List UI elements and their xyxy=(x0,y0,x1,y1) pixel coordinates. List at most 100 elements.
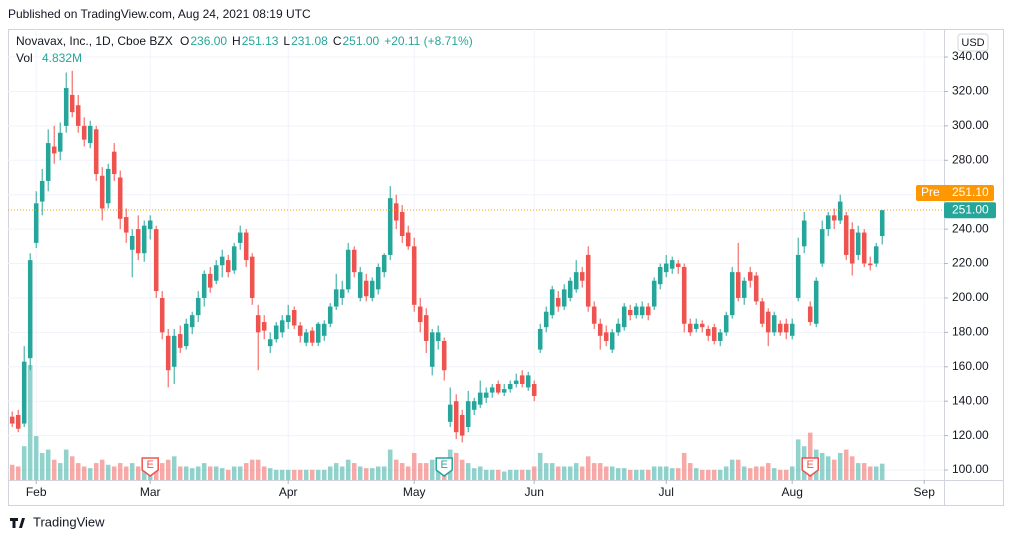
candle-body xyxy=(21,361,27,424)
volume-bar xyxy=(405,466,411,480)
volume-bar xyxy=(375,466,381,480)
candle-body xyxy=(291,309,297,326)
last-price-label: 251.00 xyxy=(952,202,989,216)
symbol-title: Novavax, Inc., 1D, Cboe BZX xyxy=(16,34,173,48)
candle-body xyxy=(477,392,483,405)
candle-body xyxy=(753,275,759,302)
candle-body xyxy=(423,315,429,341)
candle-body xyxy=(537,328,543,350)
candle-body xyxy=(15,414,21,429)
volume-bar xyxy=(225,469,231,480)
candle-body xyxy=(405,232,411,247)
x-tick-label: Jul xyxy=(659,485,674,499)
volume-bar xyxy=(15,466,21,480)
candle-body xyxy=(327,306,333,324)
candle-body xyxy=(447,404,453,422)
volume-bar xyxy=(537,452,543,480)
x-tick-label: Mar xyxy=(140,485,161,499)
candle-body xyxy=(801,220,807,247)
candle-body xyxy=(321,323,327,336)
candle-body xyxy=(489,387,495,393)
candle-body xyxy=(609,332,615,350)
candle-body xyxy=(507,383,513,390)
volume-bar xyxy=(681,452,687,480)
volume-bar xyxy=(423,463,429,480)
candle-body xyxy=(315,323,321,343)
volume-bar xyxy=(489,469,495,480)
volume-bar xyxy=(843,449,849,480)
volume-bar xyxy=(747,468,753,480)
candle-body xyxy=(171,335,177,367)
candle-body xyxy=(471,401,477,410)
candle-body xyxy=(465,401,471,428)
volume-bar xyxy=(45,449,51,480)
y-tick-label: 300.00 xyxy=(952,118,989,132)
volume-bar xyxy=(693,468,699,480)
volume-bar xyxy=(387,449,393,480)
x-tick-label: May xyxy=(403,485,426,499)
ohlc-name: H xyxy=(232,34,241,48)
volume-bar xyxy=(525,469,531,480)
volume-bar xyxy=(723,466,729,480)
currency-box xyxy=(957,33,989,52)
candle-body xyxy=(819,229,825,264)
candle-body xyxy=(531,383,537,397)
volume-bar xyxy=(63,449,69,480)
candle-body xyxy=(87,125,93,144)
volume-bar xyxy=(837,452,843,480)
volume-bar xyxy=(669,468,675,480)
ohlc-value: 236.00 xyxy=(190,34,227,48)
ohlc-name: O xyxy=(180,34,189,48)
volume-bar xyxy=(171,456,177,480)
candle-body xyxy=(399,211,405,237)
candle-body xyxy=(297,325,303,336)
candle-body xyxy=(459,414,465,436)
footer-logo xyxy=(10,518,25,528)
volume-bar xyxy=(135,466,141,480)
volume-bar xyxy=(75,463,81,480)
candle-body xyxy=(693,323,699,329)
volume-bar xyxy=(417,463,423,480)
volume-bar xyxy=(321,469,327,480)
candle-body xyxy=(525,375,531,388)
volume-bar xyxy=(69,456,75,480)
candle-body xyxy=(57,132,63,152)
earnings-marker xyxy=(435,457,453,477)
earnings-marker xyxy=(801,457,819,477)
y-tick-label: 140.00 xyxy=(952,393,989,407)
candle-body xyxy=(225,260,231,273)
volume-bar xyxy=(795,439,801,480)
volume-bar xyxy=(105,464,111,480)
volume-bar xyxy=(393,459,399,480)
y-tick-label: 180.00 xyxy=(952,325,989,339)
volume-bar xyxy=(609,466,615,480)
volume-bar xyxy=(753,466,759,480)
volume-bar xyxy=(315,469,321,480)
published-note: Published on TradingView.com, Aug 24, 20… xyxy=(8,7,311,21)
candle-body xyxy=(543,311,549,328)
candle-body xyxy=(363,280,369,297)
candle-body xyxy=(117,177,123,219)
volume-bar xyxy=(573,463,579,480)
candle-body xyxy=(45,143,51,181)
candle-body xyxy=(651,280,657,307)
y-tick-label: 340.00 xyxy=(952,49,989,63)
candle-body xyxy=(765,311,771,333)
candle-body xyxy=(333,289,339,307)
candle-body xyxy=(567,280,573,298)
volume-bar xyxy=(399,463,405,480)
volume-bar xyxy=(657,466,663,480)
volume-bar xyxy=(501,471,507,480)
candle-body xyxy=(591,306,597,324)
volume-bar xyxy=(477,466,483,480)
candle-body xyxy=(855,232,861,255)
candle-body xyxy=(249,256,255,298)
volume-bar xyxy=(711,469,717,480)
volume-bar xyxy=(567,466,573,480)
volume-bar xyxy=(267,468,273,480)
volume-bar xyxy=(585,456,591,480)
candle-body xyxy=(813,280,819,324)
volume-bar xyxy=(123,466,129,480)
volume-bar xyxy=(465,463,471,480)
volume-bar xyxy=(471,468,477,480)
